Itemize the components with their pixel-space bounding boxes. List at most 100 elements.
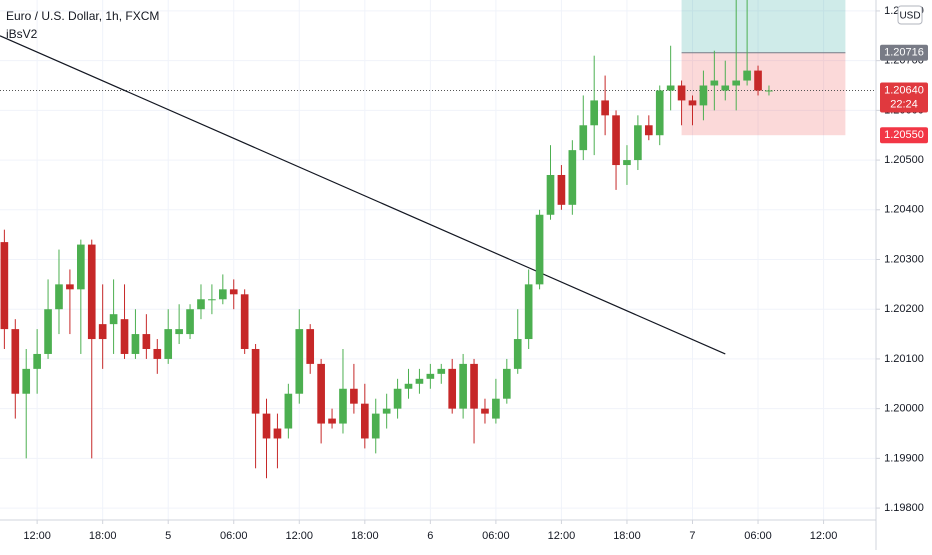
entry-label-bg [880,44,928,61]
candle-body [229,289,238,295]
candle-body [317,363,325,424]
candle-body [677,85,686,101]
candle-body [284,393,293,429]
candle-body [721,85,730,91]
x-tick-label: 06:00 [220,530,248,542]
candle-body [546,174,555,215]
candle-body [623,160,631,166]
candle-body [164,329,173,359]
candle-body [120,319,129,354]
candle-body [175,329,183,335]
candle-body [655,90,664,136]
x-tick-label: 18:00 [613,530,641,542]
currency-label: USD [899,11,920,22]
candle-body [339,388,347,424]
x-tick-label: 18:00 [89,530,117,542]
candle-body [426,373,435,379]
candle-body [66,284,74,290]
plot-area [0,0,876,520]
x-tick-label: 06:00 [744,530,772,542]
countdown-label: 22:24 [890,98,918,110]
candle-body [557,174,566,205]
candle-body [612,115,620,166]
candle-body [273,428,282,439]
x-tick-label: 18:00 [351,530,379,542]
candle-body [754,70,762,91]
y-tick-label: 1.19800 [884,502,924,514]
x-tick-label: 6 [427,530,433,542]
candle-body [262,413,271,439]
target-zone [681,0,846,53]
candle-body [743,70,751,81]
x-tick-label: 5 [165,530,171,542]
candle-body [153,348,162,359]
last-price-label: 1.20640 [884,84,924,96]
candle-body [87,244,96,340]
candle-body [502,368,511,399]
candle-body [98,324,107,340]
time-axis [0,520,876,550]
candle-body [699,85,708,106]
candle-body [350,388,358,404]
candle-body [371,413,380,439]
y-tick-label: 1.20100 [884,353,924,365]
chart-title: Euro / U.S. Dollar, 1h, FXCM [6,9,159,23]
candle-body [415,378,424,384]
candle-body [131,334,140,354]
candle-body [295,329,304,394]
trend-line [0,35,726,355]
candle-body [219,289,227,300]
candle-body [142,334,151,349]
candle-body [448,368,457,409]
x-tick-label: 12:00 [548,530,576,542]
y-tick-label: 1.20400 [884,204,924,216]
candle-body [513,339,522,369]
candle-body [437,368,446,374]
candle-body [666,85,675,91]
candle-body [382,408,391,414]
stop-label: 1.20550 [884,129,924,141]
candle-body [240,294,249,349]
y-tick-label: 1.20000 [884,403,924,415]
candle-body [109,314,118,325]
candle-body [459,363,467,409]
candle-body [393,388,402,409]
candle-body [306,329,315,364]
candle-body [404,383,413,389]
y-tick-label: 1.20200 [884,303,924,315]
entry-label: 1.20716 [884,47,924,59]
x-tick-label: 7 [689,530,695,542]
candle-body [732,80,741,86]
last-price-bg [880,82,928,113]
candle-body [601,100,609,116]
candle-body [634,125,642,161]
candle-body [11,329,20,394]
candle-body [77,244,85,290]
stop-zone [681,52,846,136]
candle-body [208,299,216,301]
currency-badge [897,5,923,25]
candle-body [535,214,544,285]
candle-body [492,398,500,419]
candle-body [22,368,31,394]
candle-body [44,309,52,354]
candle-body [251,348,260,414]
y-tick-label: 1.20500 [884,154,924,166]
y-tick-label: 1.19900 [884,452,924,464]
candle-body [590,100,599,126]
indicator-label: iBsV2 [6,27,38,41]
candle-body [360,403,369,439]
candle-body [197,299,205,310]
candle-body [470,363,478,409]
candle-body [0,242,9,330]
candle-body [481,408,489,414]
candle-body [710,80,719,86]
candle-body [328,418,336,424]
x-tick-label: 06:00 [482,530,510,542]
candle-body [524,284,533,340]
candle-body [644,125,653,136]
candle-body [568,150,577,205]
x-tick-label: 12:00 [286,530,314,542]
